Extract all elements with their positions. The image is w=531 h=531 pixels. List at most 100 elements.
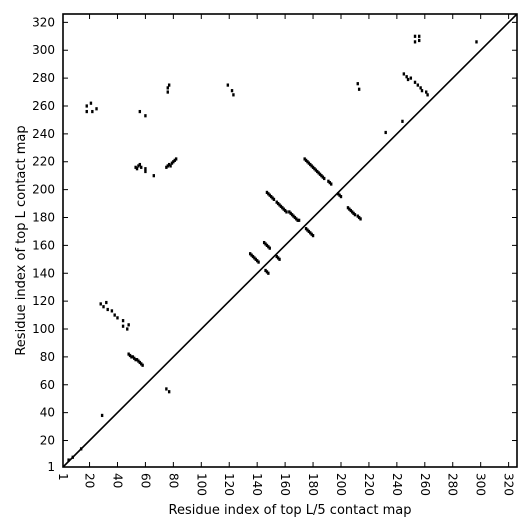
contact-point [167, 83, 171, 87]
contact-point [307, 161, 311, 165]
contact-point [85, 104, 88, 108]
plot-frame [62, 13, 518, 468]
x-tick-label: 280 [446, 473, 460, 496]
x-tick-label: 120 [222, 473, 236, 496]
x-tick-label: 300 [474, 473, 488, 496]
contact-point [137, 359, 140, 363]
contact-point [135, 358, 139, 362]
contact-point [248, 252, 252, 256]
diagonal-line [62, 13, 518, 468]
contact-point [307, 229, 311, 234]
contact-point [166, 164, 169, 168]
contact-point [135, 167, 139, 171]
contact-point [255, 259, 259, 263]
contact-point [309, 162, 312, 167]
contact-point [138, 109, 142, 114]
contact-point [251, 254, 255, 259]
contact-point [282, 207, 285, 211]
contact-point [348, 207, 351, 211]
contact-point [106, 307, 109, 312]
contact-point [265, 243, 269, 247]
contact-point [418, 34, 421, 38]
y-tick-label: 220 [32, 155, 55, 169]
contact-point [413, 80, 417, 84]
contact-point [309, 231, 312, 235]
y-axis-ticks: 1204060801001201401601802002202402602803… [32, 15, 517, 474]
contact-point [425, 90, 428, 94]
contact-point [144, 169, 147, 174]
x-tick-label: 80 [166, 473, 180, 488]
contact-point [289, 211, 292, 215]
contact-point [169, 164, 172, 168]
x-tick-label: 260 [418, 473, 432, 496]
contact-point [226, 83, 230, 87]
contact-point [91, 109, 94, 114]
y-tick-label: 200 [32, 183, 55, 197]
x-tick-label: 220 [362, 473, 376, 496]
contact-point [384, 130, 387, 135]
contact-point [352, 211, 355, 215]
contact-point [116, 316, 119, 320]
contact-point [133, 356, 136, 360]
contact-point [321, 175, 325, 179]
contact-point [311, 234, 315, 238]
contact-point [418, 38, 421, 43]
contact-point [167, 390, 171, 394]
contact-point [254, 257, 257, 261]
contact-point [275, 254, 278, 259]
contact-point [304, 227, 308, 231]
contact-point [173, 158, 176, 162]
contact-point [306, 228, 309, 232]
contact-point [293, 215, 297, 220]
contact-point [267, 192, 270, 196]
contact-point [304, 158, 308, 162]
contact-point [126, 327, 129, 331]
contact-point [271, 196, 274, 200]
contact-point [283, 208, 287, 213]
contact-point [166, 90, 169, 94]
contact-point [232, 93, 235, 97]
contact-point [144, 114, 147, 118]
y-tick-label: 1 [47, 460, 55, 474]
contact-point [409, 76, 413, 80]
contact-point [419, 86, 422, 90]
y-tick-label: 60 [40, 378, 55, 392]
contact-point [121, 319, 125, 323]
contact-point [290, 213, 294, 217]
contact-point [316, 169, 319, 174]
y-tick-label: 140 [32, 266, 55, 280]
contact-point [172, 160, 175, 164]
contact-point [134, 358, 137, 362]
contact-point [285, 210, 288, 214]
contact-point [356, 82, 359, 86]
contact-point [339, 194, 343, 199]
contact-point [85, 109, 88, 114]
contact-point [278, 257, 281, 261]
contact-point [269, 194, 273, 199]
contact-point [170, 161, 174, 165]
x-tick-label: 1 [56, 473, 70, 481]
x-tick-label: 60 [138, 473, 152, 488]
contact-point [99, 302, 102, 306]
x-tick-label: 180 [306, 473, 320, 496]
contact-point [127, 352, 130, 356]
contact-point [314, 168, 318, 172]
contact-point [127, 323, 130, 327]
y-tick-label: 240 [32, 127, 55, 141]
contact-point [281, 206, 284, 210]
contact-point [320, 174, 323, 178]
contact-point [357, 87, 361, 91]
contact-point [140, 165, 143, 169]
x-tick-label: 140 [250, 473, 264, 496]
contact-point [138, 360, 142, 365]
contact-point [128, 353, 132, 358]
contact-point [317, 171, 320, 175]
contact-point [167, 162, 171, 167]
contact-point [405, 75, 408, 79]
contact-point [426, 93, 429, 97]
contact-point [338, 193, 341, 197]
y-tick-label: 300 [32, 43, 55, 57]
contact-point [100, 413, 104, 418]
contact-point [336, 192, 340, 196]
